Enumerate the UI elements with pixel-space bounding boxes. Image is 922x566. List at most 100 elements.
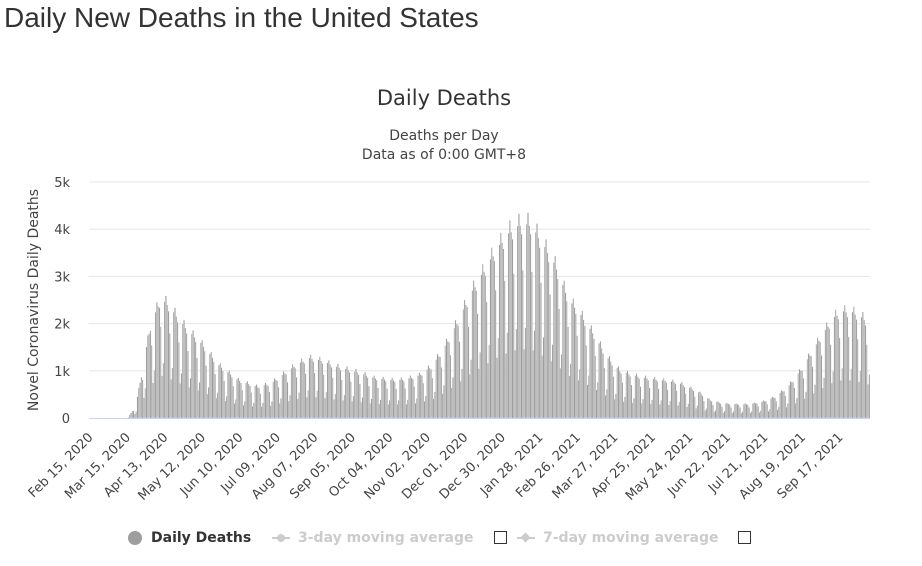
bar[interactable]	[143, 397, 145, 419]
bar[interactable]	[466, 306, 468, 419]
bar[interactable]	[626, 370, 629, 419]
bar[interactable]	[639, 386, 642, 419]
bar[interactable]	[348, 372, 351, 419]
bar[interactable]	[470, 359, 472, 419]
bar[interactable]	[441, 393, 444, 419]
bar[interactable]	[299, 362, 302, 419]
bar[interactable]	[785, 407, 788, 419]
bar[interactable]	[522, 270, 524, 419]
bar[interactable]	[416, 398, 418, 419]
bar[interactable]	[135, 411, 137, 419]
bar[interactable]	[324, 397, 326, 419]
bar[interactable]	[665, 382, 668, 419]
bar[interactable]	[728, 404, 731, 419]
bar[interactable]	[436, 353, 439, 419]
bar[interactable]	[845, 312, 847, 419]
bar[interactable]	[201, 339, 203, 419]
bar[interactable]	[828, 328, 831, 419]
bar[interactable]	[718, 402, 721, 419]
bar[interactable]	[542, 337, 545, 419]
bar[interactable]	[322, 374, 325, 419]
bar[interactable]	[814, 384, 816, 419]
bar[interactable]	[480, 274, 483, 419]
bar[interactable]	[524, 327, 527, 419]
bar[interactable]	[604, 395, 607, 419]
bar[interactable]	[156, 302, 158, 419]
bar[interactable]	[762, 400, 765, 419]
bar[interactable]	[860, 316, 863, 419]
bar[interactable]	[613, 399, 616, 419]
bar[interactable]	[346, 366, 348, 419]
bar[interactable]	[260, 406, 263, 419]
bar[interactable]	[546, 252, 549, 419]
bar[interactable]	[697, 392, 700, 419]
bar[interactable]	[355, 368, 357, 419]
bar[interactable]	[443, 385, 445, 419]
bar[interactable]	[498, 244, 501, 419]
bar[interactable]	[304, 373, 307, 419]
bar[interactable]	[330, 367, 333, 419]
bar[interactable]	[419, 374, 422, 419]
bar[interactable]	[761, 401, 763, 419]
bar[interactable]	[743, 403, 745, 419]
bar[interactable]	[672, 379, 674, 419]
bar[interactable]	[691, 389, 693, 419]
bar[interactable]	[215, 397, 218, 419]
bar[interactable]	[806, 359, 809, 419]
bar[interactable]	[620, 373, 622, 419]
bar[interactable]	[710, 401, 713, 419]
bar[interactable]	[739, 407, 741, 419]
bar[interactable]	[646, 378, 648, 419]
bar[interactable]	[849, 380, 851, 419]
bar[interactable]	[463, 299, 466, 419]
bar[interactable]	[723, 411, 726, 419]
bar[interactable]	[544, 246, 546, 419]
bar[interactable]	[140, 377, 143, 419]
bar[interactable]	[778, 406, 780, 419]
bar[interactable]	[309, 354, 312, 419]
bar[interactable]	[288, 400, 290, 419]
bar[interactable]	[170, 379, 172, 419]
bar[interactable]	[525, 224, 528, 419]
bar[interactable]	[641, 403, 643, 419]
bar[interactable]	[837, 319, 840, 419]
bar[interactable]	[303, 363, 306, 419]
bar[interactable]	[317, 359, 320, 419]
bar[interactable]	[619, 370, 621, 419]
bar[interactable]	[157, 306, 159, 419]
bar[interactable]	[298, 392, 300, 419]
bar[interactable]	[237, 377, 240, 419]
bar[interactable]	[196, 357, 198, 419]
bar[interactable]	[578, 369, 581, 419]
bar[interactable]	[231, 377, 233, 419]
bar[interactable]	[678, 401, 681, 419]
bar[interactable]	[181, 323, 184, 419]
bar[interactable]	[461, 368, 463, 419]
bar[interactable]	[400, 377, 403, 419]
bar[interactable]	[396, 404, 399, 419]
bar[interactable]	[558, 308, 560, 419]
bar[interactable]	[758, 412, 761, 419]
bar[interactable]	[721, 406, 723, 419]
bar[interactable]	[359, 383, 361, 419]
bar[interactable]	[533, 330, 536, 419]
bar[interactable]	[352, 395, 355, 419]
bar[interactable]	[285, 374, 287, 419]
bar[interactable]	[351, 400, 353, 419]
bar[interactable]	[850, 368, 853, 419]
bar[interactable]	[401, 379, 404, 419]
bar[interactable]	[421, 375, 423, 419]
bar[interactable]	[130, 412, 132, 419]
bar[interactable]	[282, 371, 285, 419]
bar[interactable]	[228, 370, 231, 419]
bar[interactable]	[759, 410, 762, 419]
bar[interactable]	[682, 384, 684, 419]
bar[interactable]	[432, 398, 435, 419]
bar[interactable]	[692, 390, 695, 419]
bar[interactable]	[430, 369, 432, 419]
bar[interactable]	[677, 405, 679, 419]
bar[interactable]	[240, 382, 242, 419]
bar[interactable]	[447, 341, 449, 419]
bar[interactable]	[128, 414, 131, 419]
bar[interactable]	[487, 362, 489, 419]
